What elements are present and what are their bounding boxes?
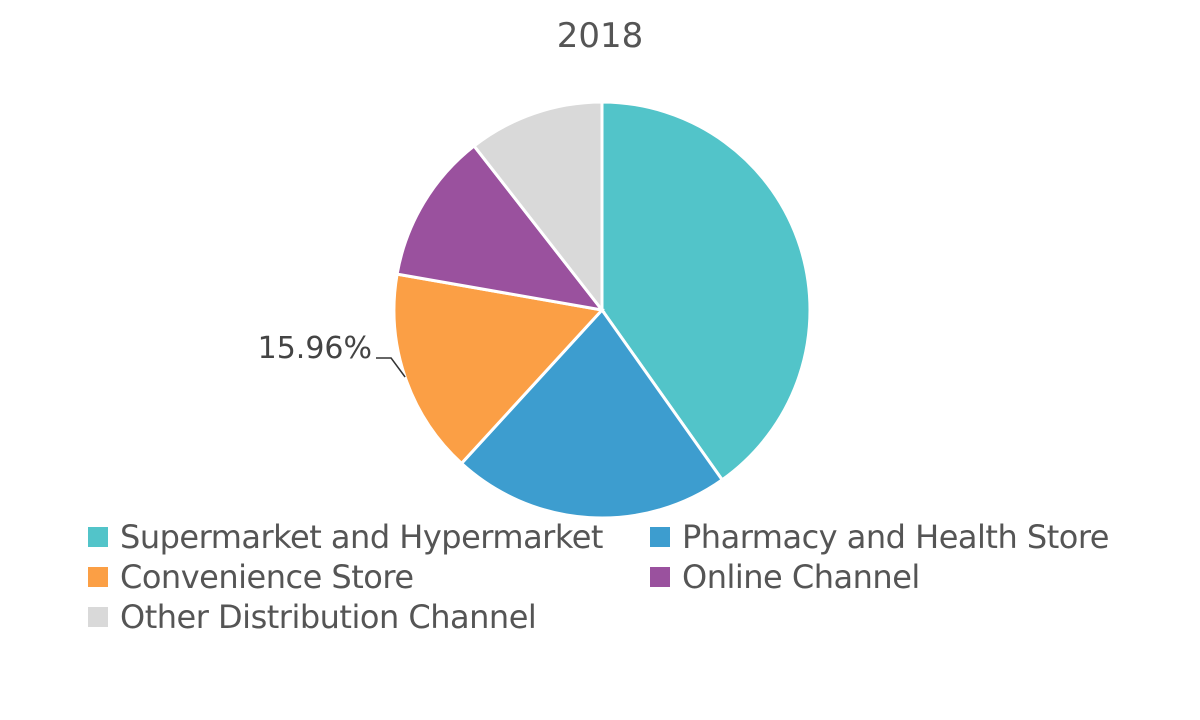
- legend-item-supermarket: Supermarket and Hypermarket: [88, 518, 603, 556]
- slice-pharmacy: [459, 307, 725, 520]
- slice-other: [471, 100, 604, 315]
- data-label-convenience-store: 15.96%: [258, 331, 372, 366]
- legend-swatch: [650, 567, 670, 587]
- legend-label: Other Distribution Channel: [120, 598, 537, 636]
- legend-swatch: [88, 607, 108, 627]
- chart-title: 2018: [556, 16, 644, 56]
- legend-item-convenience: Convenience Store: [88, 558, 414, 596]
- legend-item-online: Online Channel: [650, 558, 920, 596]
- legend-label: Pharmacy and Health Store: [682, 518, 1109, 556]
- legend-swatch: [650, 527, 670, 547]
- legend-item-other: Other Distribution Channel: [88, 598, 537, 636]
- data-label-leader-line: [376, 357, 406, 378]
- legend-item-pharmacy: Pharmacy and Health Store: [650, 518, 1109, 556]
- slice-supermarket: [600, 100, 812, 482]
- legend-label: Convenience Store: [120, 558, 414, 596]
- legend-swatch: [88, 567, 108, 587]
- legend-swatch: [88, 527, 108, 547]
- legend-label: Supermarket and Hypermarket: [120, 518, 603, 556]
- slice-online: [395, 143, 606, 313]
- slice-convenience: [392, 272, 605, 466]
- legend-label: Online Channel: [682, 558, 920, 596]
